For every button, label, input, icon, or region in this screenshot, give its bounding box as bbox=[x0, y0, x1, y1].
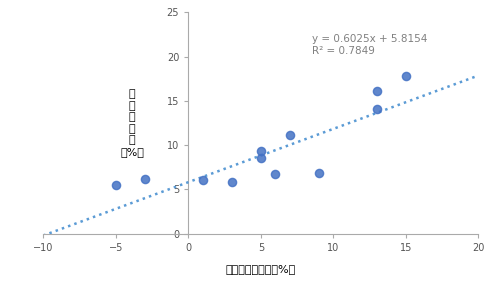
Point bbox=[228, 180, 236, 185]
Point bbox=[373, 106, 381, 111]
Point bbox=[199, 177, 207, 182]
Text: y = 0.6025x + 5.8154
R² = 0.7849: y = 0.6025x + 5.8154 R² = 0.7849 bbox=[312, 34, 427, 56]
Point bbox=[257, 149, 265, 154]
Point bbox=[373, 89, 381, 94]
Point bbox=[315, 170, 323, 175]
Point bbox=[257, 156, 265, 161]
Point bbox=[271, 172, 279, 177]
Point bbox=[286, 132, 294, 137]
Point bbox=[141, 176, 149, 181]
Point bbox=[402, 74, 410, 78]
Y-axis label: 用
电
量
增
速
（%）: 用 电 量 增 速 （%） bbox=[120, 89, 144, 157]
X-axis label: 工业增加値增速（%）: 工业增加値增速（%） bbox=[226, 264, 296, 274]
Point bbox=[112, 183, 120, 187]
